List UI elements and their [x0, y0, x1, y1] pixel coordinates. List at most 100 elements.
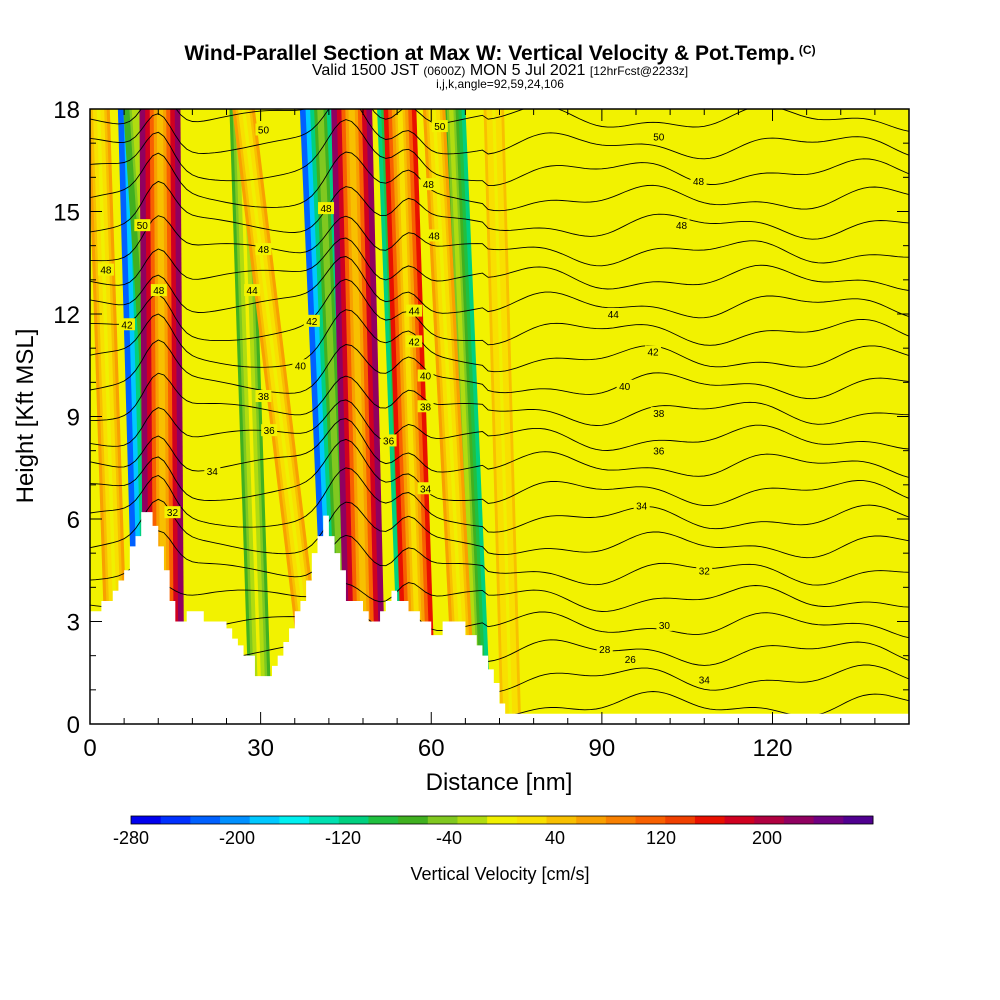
contour-label-bg	[255, 390, 272, 402]
contour-label: 34	[204, 465, 221, 478]
y-tick-label: 0	[67, 712, 80, 739]
contour-label-bg	[261, 424, 278, 437]
terrain-mask	[90, 512, 909, 724]
contour-label-text: 48	[320, 204, 332, 215]
theta-contour	[90, 109, 909, 132]
contour-label-text: 34	[207, 467, 219, 478]
contour-label: 32	[696, 564, 713, 577]
contour-label-text: 36	[383, 436, 395, 447]
contour-label-bg	[118, 318, 135, 331]
contour-label-text: 40	[295, 361, 307, 372]
contour-label-bg	[431, 120, 448, 133]
theta-contour	[90, 498, 909, 559]
contour-label-bg	[134, 219, 151, 232]
contour-label-bg	[303, 314, 320, 327]
contour-label-bg	[406, 335, 423, 348]
contour-label: 32	[164, 506, 181, 519]
theta-contour	[90, 372, 909, 426]
contour-label: 40	[292, 359, 309, 372]
y-tick-label: 15	[53, 200, 80, 227]
subtitle-fcst: [12hrFcst@2233z]	[589, 64, 689, 78]
contour-label-bg	[622, 653, 639, 666]
contour-label: 48	[690, 174, 707, 188]
contour-label: 26	[622, 653, 639, 666]
contour-label: 42	[645, 345, 662, 359]
contour-label-text: 28	[599, 645, 611, 656]
contour-label: 48	[97, 263, 114, 277]
contour-label-text: 30	[659, 621, 671, 632]
contour-label-bg	[690, 174, 707, 187]
contour-label-text: 50	[434, 122, 446, 133]
contour-label-bg	[696, 673, 713, 686]
contour-label-text: 48	[100, 266, 112, 277]
subtitle-main: Valid 1500 JST	[311, 62, 419, 79]
contour-label: 38	[255, 390, 272, 403]
contour-label-bg	[318, 202, 335, 215]
theta-contour	[90, 530, 909, 586]
updraft-streak	[383, 109, 437, 724]
updraft-streak	[483, 109, 522, 724]
contour-label-text: 44	[247, 286, 259, 297]
x-tick-label: 60	[418, 735, 445, 762]
updraft-band	[397, 109, 423, 724]
contour-label-text: 42	[306, 317, 318, 328]
x-tick-label: 120	[752, 735, 792, 762]
contour-label: 50	[650, 130, 667, 143]
theta-contour	[90, 278, 909, 346]
contour-label: 42	[406, 335, 423, 348]
x-axis-label: Distance [nm]	[426, 769, 573, 796]
subtitle-date: MON 5 Jul 2021	[469, 62, 586, 79]
contour-label-text: 32	[699, 566, 711, 577]
subtitle-utc: (0600Z)	[423, 64, 466, 78]
contour-label: 44	[605, 308, 622, 321]
contour-label: 48	[420, 178, 437, 191]
contour-label-bg	[417, 400, 434, 413]
y-tick-label: 12	[53, 302, 80, 329]
contour-label-bg	[605, 308, 622, 320]
x-tick-label: 30	[247, 735, 274, 762]
x-tick-label: 0	[83, 735, 96, 762]
updraft-streak	[422, 109, 477, 724]
theta-contour	[90, 309, 909, 373]
y-axis-label: Height [Kft MSL]	[12, 329, 39, 504]
contour-label: 44	[244, 284, 261, 297]
contour-labels: 50 50 50 48 48 48 48 48 48 48 48 50 44 44 44 42 42 42 42 40…	[97, 120, 713, 687]
vertical-velocity-field	[90, 109, 522, 724]
contour-label: 40	[417, 369, 434, 383]
contour-label-bg	[426, 229, 443, 242]
contour-label-bg	[616, 379, 633, 392]
theta-contour	[90, 56, 909, 106]
contour-label: 42	[303, 314, 320, 328]
contour-label: 50	[431, 120, 448, 133]
contour-label: 44	[406, 304, 423, 318]
contour-label: 42	[118, 318, 135, 331]
theta-contour	[90, 151, 909, 212]
contour-label-bg	[255, 123, 272, 136]
contour-label-bg	[596, 642, 613, 655]
contour-label: 28	[596, 642, 613, 656]
contour-label-bg	[406, 304, 423, 317]
contour-label-bg	[673, 219, 690, 232]
contour-label-bg	[650, 444, 667, 457]
chart-title: Wind-Parallel Section at Max W: Vertical…	[0, 38, 1000, 66]
contour-label-text: 50	[258, 126, 270, 137]
contour-label-bg	[650, 407, 667, 420]
theta-contour	[90, 180, 909, 240]
contour-label: 48	[673, 219, 690, 232]
theta-contour	[90, 215, 909, 267]
contour-label: 48	[318, 202, 335, 215]
contour-label-text: 38	[420, 402, 432, 413]
theta-contour	[90, 119, 909, 187]
contour-label-bg	[164, 506, 181, 519]
y-tick-label: 18	[53, 97, 80, 124]
y-tick-label: 3	[67, 610, 80, 637]
contour-label-bg	[650, 130, 667, 143]
x-tick-label: 90	[589, 735, 616, 762]
contour-label: 34	[417, 482, 434, 495]
updraft-band	[96, 109, 121, 724]
contour-label-text: 44	[608, 310, 620, 321]
contour-label-text: 40	[420, 372, 432, 383]
contour-label-bg	[417, 482, 434, 495]
contour-label-bg	[380, 434, 397, 447]
contour-label: 50	[255, 123, 272, 137]
